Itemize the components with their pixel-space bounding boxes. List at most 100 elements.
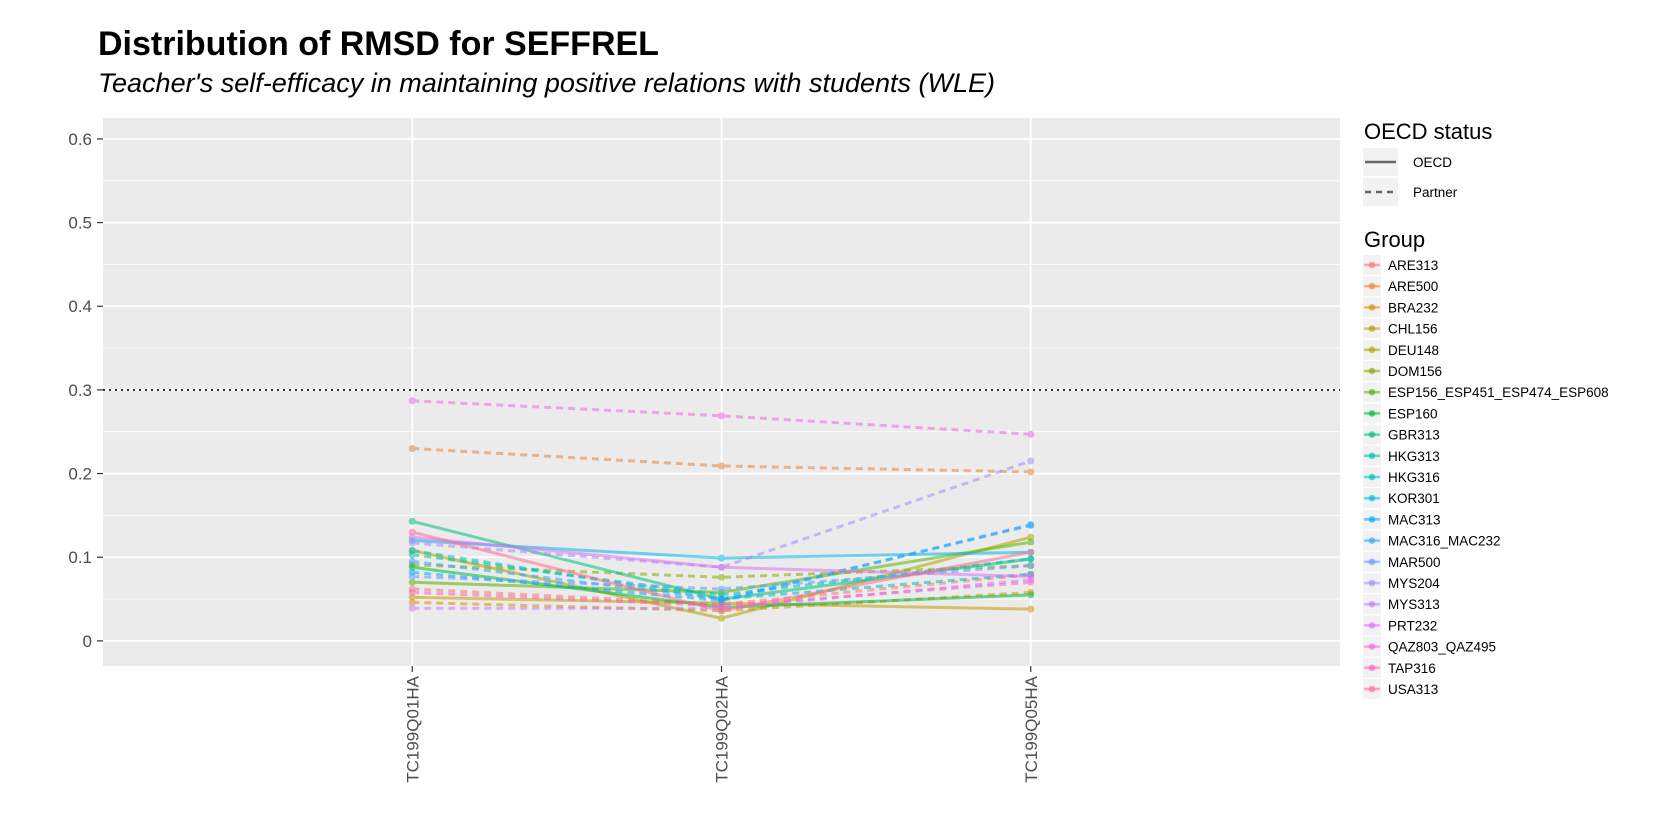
- legend-key-point: [1368, 304, 1376, 311]
- group-legend-label: DEU148: [1388, 343, 1439, 358]
- group-legend-label: BRA232: [1388, 300, 1438, 315]
- group-legend-label: MYS204: [1388, 576, 1440, 591]
- group-legend-label: MAC313: [1388, 512, 1441, 527]
- group-legend-label: HKG313: [1388, 449, 1440, 464]
- data-point: [1027, 457, 1035, 465]
- data-point: [1027, 538, 1035, 546]
- group-legend-item: HKG316: [1363, 467, 1440, 487]
- legend-key-point: [1368, 282, 1376, 290]
- data-point: [408, 444, 416, 452]
- data-point: [408, 578, 416, 586]
- group-legend-label: MAC316_MAC232: [1388, 534, 1501, 549]
- legend-key-point: [1368, 579, 1376, 587]
- group-legend-item: ESP156_ESP451_ESP474_ESP608: [1363, 382, 1609, 403]
- group-legend-item: CHL156: [1363, 318, 1438, 339]
- data-point: [718, 607, 725, 615]
- legend-key-point: [1368, 685, 1376, 693]
- data-point: [718, 554, 725, 562]
- data-point: [408, 593, 416, 601]
- data-point: [718, 602, 725, 610]
- data-point: [1027, 562, 1035, 570]
- x-tick-label: TC199Q01HA: [403, 675, 422, 782]
- y-tick-label: 0: [83, 632, 92, 651]
- legend-key-point: [1368, 346, 1376, 354]
- series-line: [412, 580, 1031, 608]
- group-legend-item: DEU148: [1363, 339, 1439, 360]
- group-legend-item: MAC316_MAC232: [1363, 530, 1501, 551]
- group-legend-label: PRT232: [1388, 618, 1437, 633]
- group-legend-label: ARE313: [1388, 258, 1438, 273]
- legend: OECD status OECD Partner Group ARE313 ARE5…: [1363, 119, 1609, 699]
- y-tick-label: 0.5: [68, 214, 92, 233]
- group-legend-item: PRT232: [1363, 615, 1437, 636]
- series-tap316: [408, 578, 1035, 610]
- linetype-legend-item: OECD: [1363, 148, 1452, 176]
- legend-key-point: [1368, 325, 1376, 332]
- data-point: [718, 563, 725, 571]
- y-axis: 0 0.1 0.2 0.3 0.4 0.5 0.6: [68, 130, 103, 651]
- group-legend-label: DOM156: [1388, 364, 1442, 379]
- data-point: [408, 533, 416, 541]
- legend-key-point: [1368, 410, 1376, 417]
- legend-key-point: [1368, 367, 1376, 375]
- group-legend-label: ESP160: [1388, 406, 1438, 421]
- legend-key-point: [1368, 452, 1376, 460]
- linetype-legend-title: OECD status: [1364, 119, 1492, 144]
- group-legend-label: HKG316: [1388, 470, 1440, 485]
- x-tick-label: TC199Q02HA: [713, 675, 732, 782]
- group-legend-label: TAP316: [1388, 661, 1436, 676]
- data-point: [408, 588, 416, 596]
- group-legend-item: ARE500: [1363, 276, 1438, 297]
- group-legend-item: ARE313: [1363, 255, 1438, 275]
- group-legend-label: GBR313: [1388, 428, 1440, 443]
- data-point: [408, 397, 416, 405]
- data-point: [408, 604, 416, 612]
- legend-key-point: [1368, 664, 1376, 672]
- data-point: [1027, 521, 1035, 529]
- data-point: [1027, 468, 1035, 476]
- series-line: [412, 459, 1032, 569]
- legend-key-point: [1368, 516, 1376, 523]
- linetype-legend-label: Partner: [1413, 185, 1458, 200]
- data-point: [408, 517, 416, 525]
- group-legend-label: ARE500: [1388, 279, 1438, 294]
- group-legend-label: ESP156_ESP451_ESP474_ESP608: [1388, 385, 1609, 400]
- legend-key-point: [1368, 558, 1376, 566]
- legend-key-point: [1368, 388, 1376, 396]
- series-are500: [408, 444, 1035, 476]
- data-point: [1027, 591, 1035, 599]
- data-point: [408, 563, 416, 571]
- series-line: [412, 573, 1031, 606]
- data-point: [408, 598, 416, 606]
- group-legend-label: KOR301: [1388, 491, 1440, 506]
- data-point: [408, 528, 416, 536]
- group-legend-title: Group: [1364, 227, 1425, 252]
- group-legend-item: MYS204: [1363, 573, 1440, 593]
- y-tick-label: 0.1: [68, 548, 92, 567]
- group-legend-label: QAZ803_QAZ495: [1388, 640, 1496, 655]
- series-line: [412, 399, 1031, 436]
- group-legend-item: ESP160: [1363, 403, 1438, 424]
- linetype-legend-label: OECD: [1413, 155, 1452, 170]
- legend-key-point: [1368, 473, 1376, 481]
- data-point: [1027, 533, 1035, 541]
- x-axis: TC199Q01HA TC199Q02HA TC199Q05HA: [403, 666, 1041, 783]
- data-point: [1027, 555, 1035, 563]
- data-point: [718, 614, 725, 622]
- data-point: [718, 585, 725, 593]
- legend-key-point: [1368, 494, 1376, 502]
- group-legend-item: USA313: [1363, 679, 1438, 699]
- group-legend-label: MAR500: [1388, 555, 1441, 570]
- group-legend-item: KOR301: [1363, 488, 1440, 509]
- data-point: [1027, 548, 1035, 556]
- data-point: [1027, 605, 1035, 613]
- series-line: [412, 523, 1032, 603]
- group-legend-item: MYS313: [1363, 594, 1440, 615]
- data-point: [1027, 430, 1035, 438]
- group-legend-item: HKG313: [1363, 445, 1440, 466]
- chart-title: Distribution of RMSD for SEFFREL: [98, 25, 659, 63]
- legend-key-point: [1368, 600, 1376, 608]
- data-point: [718, 412, 725, 420]
- group-legend-item: GBR313: [1363, 424, 1440, 445]
